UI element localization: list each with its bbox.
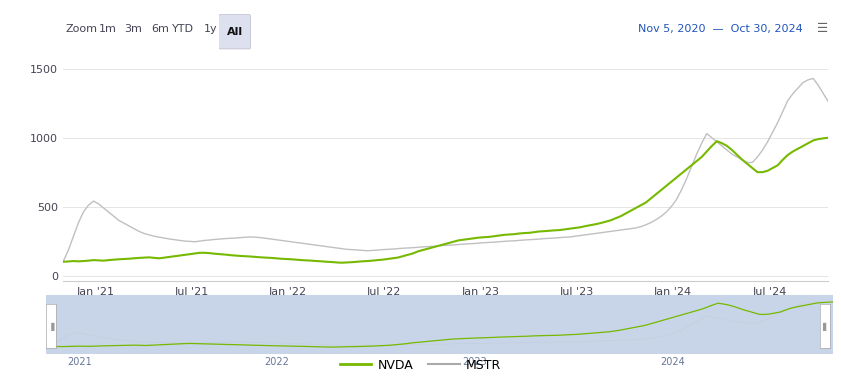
Text: ▌: ▌ [822,322,828,331]
Text: ▐: ▐ [48,322,55,331]
Text: 1m: 1m [98,24,117,34]
Text: 3m: 3m [124,24,142,34]
Text: 1y: 1y [204,24,217,34]
Text: 6m: 6m [151,24,169,34]
Text: All: All [226,27,243,37]
Legend: NVDA, MSTR: NVDA, MSTR [335,354,506,377]
Text: Zoom: Zoom [66,24,98,34]
Text: ☰: ☰ [817,22,828,35]
Text: YTD: YTD [172,24,194,34]
FancyBboxPatch shape [219,15,251,49]
Text: Nov 5, 2020  —  Oct 30, 2024: Nov 5, 2020 — Oct 30, 2024 [638,24,803,34]
